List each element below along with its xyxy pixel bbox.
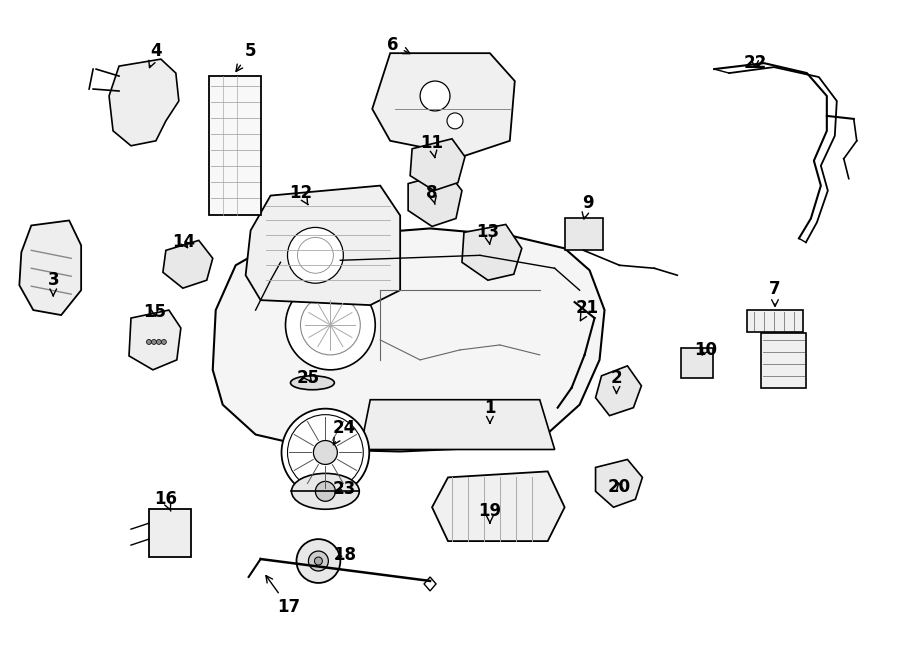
Polygon shape xyxy=(246,186,400,305)
Text: 1: 1 xyxy=(484,399,496,423)
Polygon shape xyxy=(129,310,181,370)
Circle shape xyxy=(313,440,338,465)
Text: 25: 25 xyxy=(297,369,320,387)
Polygon shape xyxy=(408,173,462,227)
Polygon shape xyxy=(163,241,212,288)
Text: 13: 13 xyxy=(476,223,500,245)
Circle shape xyxy=(151,340,157,344)
Text: 5: 5 xyxy=(236,42,256,71)
Bar xyxy=(681,348,713,378)
Circle shape xyxy=(447,113,463,129)
Text: 22: 22 xyxy=(743,54,767,72)
Text: 23: 23 xyxy=(333,481,356,498)
Text: 20: 20 xyxy=(608,479,631,496)
Polygon shape xyxy=(212,229,605,451)
Circle shape xyxy=(147,340,151,344)
Polygon shape xyxy=(109,59,179,146)
Text: 11: 11 xyxy=(420,134,444,157)
Text: 2: 2 xyxy=(611,369,622,393)
Text: 7: 7 xyxy=(770,280,781,306)
Polygon shape xyxy=(19,221,81,315)
Text: 24: 24 xyxy=(333,418,356,445)
Polygon shape xyxy=(360,400,554,449)
Polygon shape xyxy=(432,471,564,541)
Polygon shape xyxy=(373,53,515,156)
Polygon shape xyxy=(410,139,465,190)
Text: 4: 4 xyxy=(148,42,162,67)
Text: 8: 8 xyxy=(427,184,437,204)
Bar xyxy=(564,219,602,251)
Ellipse shape xyxy=(292,473,359,509)
Polygon shape xyxy=(596,459,643,507)
Text: 6: 6 xyxy=(387,36,410,54)
Text: 9: 9 xyxy=(581,194,593,219)
Text: 21: 21 xyxy=(576,299,599,321)
Circle shape xyxy=(314,557,322,565)
Polygon shape xyxy=(596,366,642,416)
Circle shape xyxy=(309,551,328,571)
Circle shape xyxy=(285,280,375,370)
Circle shape xyxy=(315,481,336,501)
Circle shape xyxy=(296,539,340,583)
Ellipse shape xyxy=(291,376,335,390)
Bar xyxy=(148,509,191,557)
Text: 3: 3 xyxy=(48,271,59,295)
Bar xyxy=(209,76,261,215)
Text: 12: 12 xyxy=(289,184,312,205)
Circle shape xyxy=(161,340,166,344)
Text: 16: 16 xyxy=(155,490,177,511)
Circle shape xyxy=(282,408,369,496)
Text: 10: 10 xyxy=(694,341,716,359)
Circle shape xyxy=(157,340,161,344)
Polygon shape xyxy=(462,225,522,280)
Bar xyxy=(761,333,806,388)
Text: 18: 18 xyxy=(333,546,356,564)
Text: 15: 15 xyxy=(143,303,166,321)
Circle shape xyxy=(420,81,450,111)
Text: 17: 17 xyxy=(266,576,300,616)
Circle shape xyxy=(287,227,343,283)
Text: 19: 19 xyxy=(478,502,501,524)
Bar xyxy=(747,310,803,332)
Text: 14: 14 xyxy=(172,233,195,251)
